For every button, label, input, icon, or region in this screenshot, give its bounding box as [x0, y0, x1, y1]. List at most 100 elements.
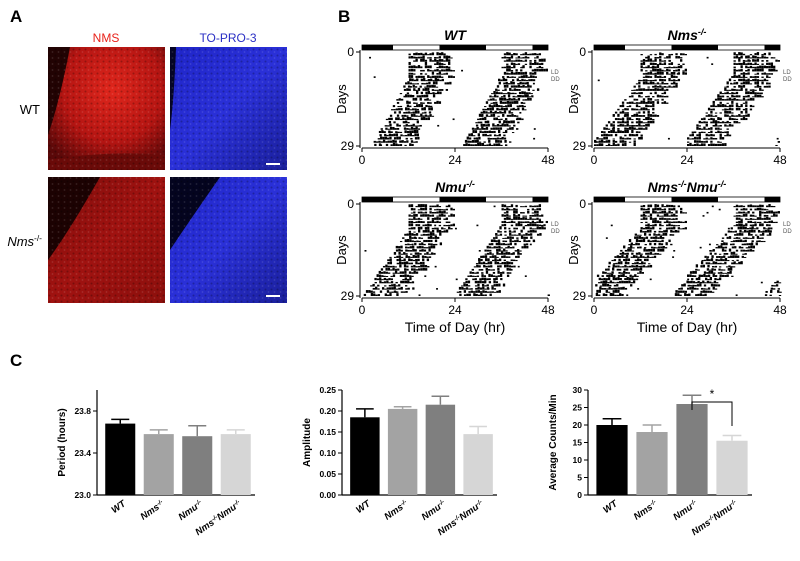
activity: [638, 236, 642, 239]
activity: [712, 118, 715, 121]
activity: [480, 292, 483, 296]
activity: [529, 53, 532, 56]
activity: [536, 221, 539, 224]
activity: [728, 93, 732, 95]
activity: [751, 226, 754, 230]
activity: [475, 263, 479, 265]
activity: [541, 224, 544, 227]
activity: [531, 223, 535, 227]
activity: [495, 233, 498, 236]
activity: [652, 118, 655, 121]
activity: [399, 118, 403, 121]
activity: [605, 237, 608, 239]
activity: [524, 52, 528, 56]
activity: [748, 246, 751, 249]
activity: [724, 92, 727, 95]
activity: [738, 114, 741, 117]
activity: [614, 265, 618, 268]
activity: [513, 65, 516, 69]
activity: [484, 288, 487, 290]
activity: [518, 105, 522, 108]
activity: [683, 283, 686, 287]
activity: [523, 243, 526, 246]
activity: [675, 80, 678, 82]
activity: [388, 117, 391, 121]
y-tick-label: 0: [579, 197, 586, 211]
activity: [513, 124, 516, 127]
activity: [761, 208, 764, 211]
activity: [776, 137, 779, 140]
activity: [696, 137, 699, 140]
image-texture: [170, 47, 287, 170]
activity: [775, 144, 778, 146]
activity: [486, 134, 490, 137]
activity: [706, 272, 709, 274]
activity: [517, 255, 520, 258]
activity: [631, 108, 634, 111]
activity: [619, 277, 622, 281]
activity: [508, 265, 511, 268]
y-tick-label: 0: [577, 490, 582, 500]
activity: [526, 245, 529, 249]
activity: [708, 259, 711, 262]
activity: [645, 101, 648, 104]
activity: [633, 278, 636, 281]
activity: [503, 252, 506, 255]
activity: [738, 261, 741, 265]
activity: [663, 101, 667, 104]
activity: [506, 63, 509, 65]
activity: [655, 247, 658, 249]
activity: [710, 121, 713, 124]
activity: [520, 223, 523, 227]
activity: [661, 60, 664, 62]
activity: [777, 288, 780, 290]
label-part: WT: [354, 498, 373, 516]
activity: [717, 121, 720, 124]
activity: [730, 241, 733, 243]
activity: [389, 258, 392, 262]
activity: [735, 121, 739, 124]
activity: [673, 221, 676, 224]
activity: [733, 225, 736, 227]
activity: [388, 284, 392, 287]
activity: [481, 117, 485, 121]
activity: [431, 70, 435, 72]
activity: [631, 89, 634, 91]
activity: [624, 249, 628, 252]
activity: [652, 62, 655, 65]
activity: [603, 133, 606, 137]
activity: [663, 70, 667, 72]
activity: [666, 86, 669, 88]
activity: [433, 85, 436, 88]
activity: [406, 92, 410, 95]
activity: [662, 245, 665, 249]
activity: [502, 89, 505, 91]
activity: [494, 125, 497, 127]
activity: [745, 218, 748, 220]
activity: [682, 221, 685, 224]
activity: [422, 53, 425, 56]
activity: [612, 121, 615, 124]
activity: [656, 99, 660, 101]
activity: [689, 271, 693, 274]
activity: [756, 217, 760, 220]
activity: [699, 293, 703, 296]
activity: [510, 265, 514, 268]
activity: [448, 66, 451, 69]
activity: [515, 59, 518, 62]
activity: [436, 100, 439, 104]
activity: [541, 226, 544, 230]
activity: [761, 63, 764, 65]
activity: [443, 210, 446, 214]
activity: [736, 233, 739, 236]
activity: [405, 137, 408, 140]
activity: [637, 268, 640, 271]
activity: [527, 221, 530, 224]
activity: [434, 63, 437, 65]
activity: [719, 121, 722, 124]
activity: [494, 137, 497, 140]
activity: [728, 78, 732, 82]
activity: [652, 224, 655, 227]
activity: [413, 141, 416, 143]
activity: [530, 93, 533, 95]
